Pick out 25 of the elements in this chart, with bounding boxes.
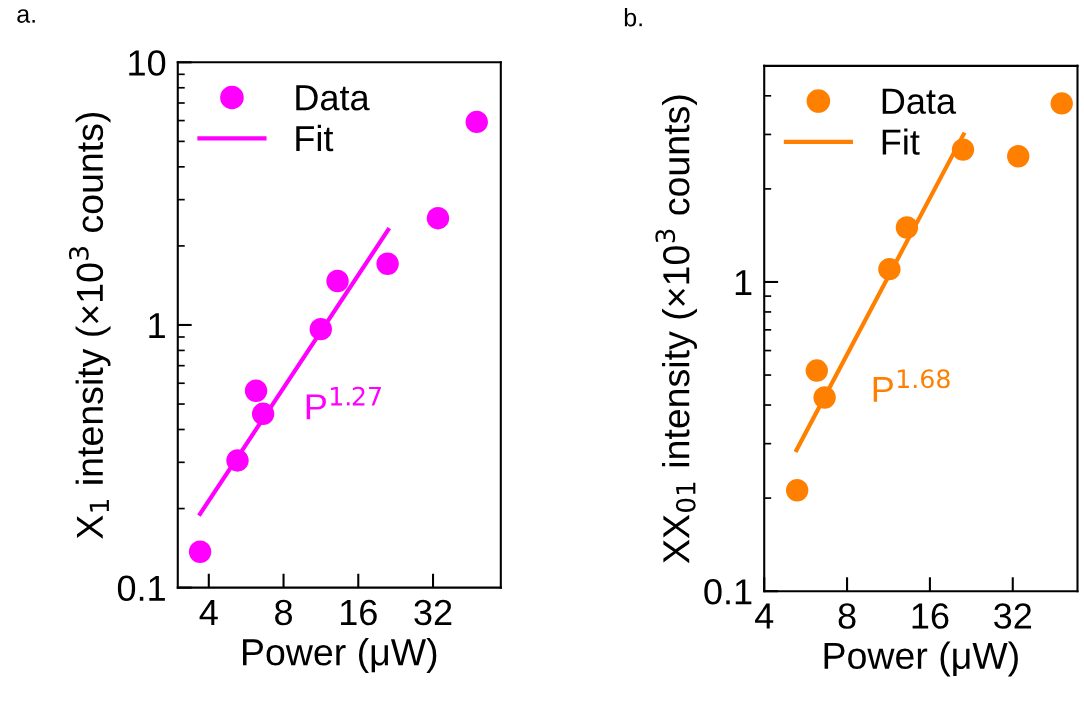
x-tick-label: 4: [199, 600, 218, 625]
x-axis-title: Power (μW): [824, 641, 1018, 677]
legend-label: Fit: [296, 124, 334, 152]
y-tick-label: 10: [129, 50, 166, 76]
legend-label: Data: [296, 85, 370, 111]
legend-label: Fit: [882, 128, 920, 155]
x-tick-label: 16: [912, 603, 949, 629]
legend-label: Data: [882, 88, 957, 115]
y-axis-title: X$_{1}$ intensity (×10$^{3}$ counts): [68, 112, 111, 539]
annotation: P$^{1.27}$: [306, 386, 381, 420]
x-tick-label: 8: [838, 603, 856, 629]
x-tick-label: 16: [340, 599, 377, 626]
y-tick-label: 1: [149, 313, 165, 339]
chart-title: a.: [17, 9, 35, 23]
x-tick-label: 8: [275, 599, 293, 626]
y-tick-label: 0.1: [704, 579, 752, 605]
x-tick-label: 32: [414, 599, 452, 626]
x-tick-label: 32: [994, 603, 1032, 629]
chart-title: b.: [624, 8, 642, 27]
y-axis-title: XX$_{01}$ intensity (×10$^{3}$ counts): [655, 95, 697, 564]
y-tick-label: 0.1: [117, 575, 165, 602]
annotation: P$^{1.68}$: [873, 369, 950, 402]
x-axis-title: Power (μW): [243, 637, 437, 673]
y-tick-label: 1: [735, 270, 752, 296]
x-tick-label: 4: [755, 603, 774, 629]
